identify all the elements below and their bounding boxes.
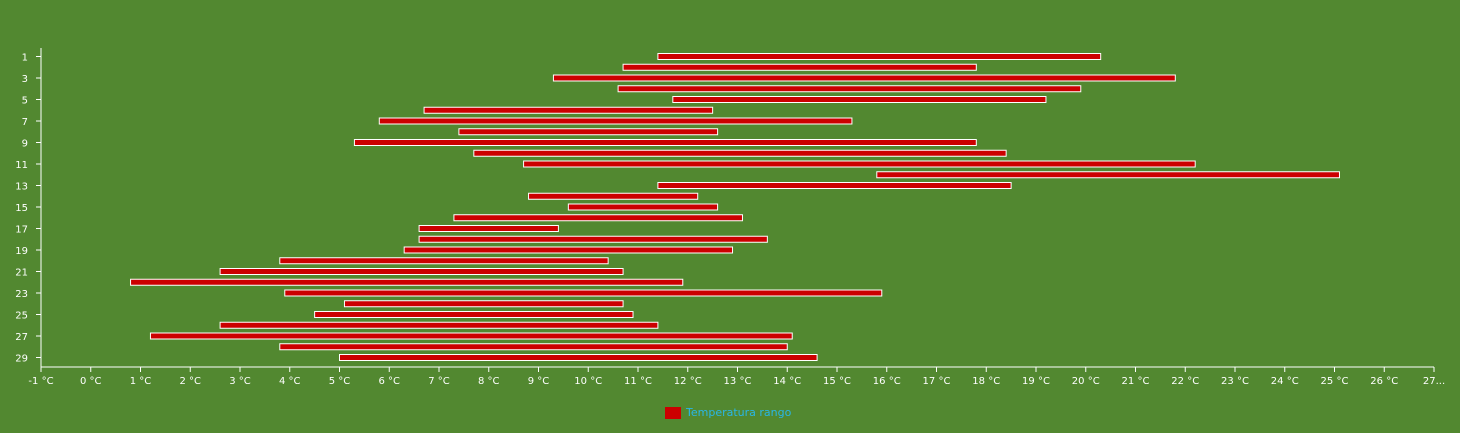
x-tick-label: 6 °C (378, 376, 400, 387)
x-tick-label: 18 °C (972, 376, 1000, 387)
range-bar (403, 246, 734, 254)
x-tick-label: 15 °C (823, 376, 851, 387)
bars-layer (130, 53, 1340, 361)
y-tick-label: 21 (15, 268, 28, 279)
y-tick-label: 3 (22, 74, 28, 85)
legend[interactable]: Temperatura rango (665, 406, 791, 419)
range-bar (314, 311, 634, 318)
x-tick-label: 22 °C (1171, 376, 1199, 387)
x-tick-label: 8 °C (478, 376, 500, 387)
x-tick-label: 12 °C (674, 376, 702, 387)
range-bar (353, 139, 977, 146)
range-bar (343, 300, 624, 308)
x-tick-label: 11 °C (624, 376, 652, 387)
x-tick-label: 16 °C (873, 376, 901, 387)
x-tick-label: 9 °C (528, 376, 550, 387)
x-tick-label: 4 °C (279, 376, 301, 387)
x-tick-label: 19 °C (1022, 376, 1050, 387)
x-tick-label: 21 °C (1122, 376, 1150, 387)
x-tick-label: 25 °C (1321, 376, 1349, 387)
y-tick-label: 5 (22, 96, 28, 107)
y-tick-label: 19 (15, 246, 28, 257)
x-tick-label: 0 °C (80, 376, 102, 387)
range-bar (458, 128, 719, 136)
y-tick-label: 7 (22, 117, 28, 128)
x-tick-label: 24 °C (1271, 376, 1299, 387)
range-bar (453, 214, 743, 222)
x-tick-label: 7 °C (428, 376, 450, 387)
y-tick-label: 9 (22, 139, 28, 150)
y-tick-label: 17 (15, 225, 28, 236)
x-tick-label: 17 °C (923, 376, 951, 387)
range-bar (528, 192, 699, 200)
range-bar (149, 332, 793, 340)
y-tick-label: 27 (15, 332, 28, 343)
range-bar (672, 96, 1047, 103)
x-tick-label: 5 °C (329, 376, 351, 387)
y-tick-label: 11 (15, 160, 28, 171)
range-bar (279, 257, 609, 265)
range-bar (418, 235, 768, 243)
x-tick-label: 14 °C (773, 376, 801, 387)
x-tick-label: 26 °C (1370, 376, 1398, 387)
y-tick-label: 1 (22, 53, 28, 64)
y-tick-label: 15 (15, 203, 28, 214)
range-bar (657, 182, 1012, 189)
range-bar (339, 354, 818, 361)
x-tick-label: 13 °C (724, 376, 752, 387)
x-tick-label: 1 °C (130, 376, 152, 387)
range-bar (876, 171, 1340, 179)
y-tick-label: 29 (15, 354, 28, 365)
range-bar (617, 85, 1082, 93)
x-tick-label: 23 °C (1221, 376, 1249, 387)
range-bar (279, 343, 788, 351)
legend-swatch (665, 406, 681, 419)
range-bar (523, 160, 1196, 168)
y-tick-label: 23 (15, 289, 28, 300)
range-bar (552, 74, 1176, 82)
y-tick-label: 25 (15, 311, 28, 322)
legend-label[interactable]: Temperatura rango (686, 406, 792, 419)
range-bar (418, 225, 559, 232)
x-tick-label: 20 °C (1072, 376, 1100, 387)
range-bar (284, 289, 883, 297)
range-bar (219, 321, 659, 329)
range-bar (657, 53, 1102, 60)
range-bar (378, 117, 853, 125)
x-tick-label: 27... (1423, 376, 1445, 387)
range-bar (130, 278, 684, 286)
x-tick-label: 2 °C (179, 376, 201, 387)
y-tick-label: 13 (15, 182, 28, 193)
range-bar (567, 203, 719, 211)
x-tick-label: 3 °C (229, 376, 251, 387)
x-tick-label: 10 °C (574, 376, 602, 387)
range-bar (423, 106, 714, 114)
range-bar (473, 149, 1007, 157)
x-tick-label: -1 °C (28, 376, 53, 387)
range-bar (622, 63, 977, 71)
range-bar (219, 268, 624, 275)
